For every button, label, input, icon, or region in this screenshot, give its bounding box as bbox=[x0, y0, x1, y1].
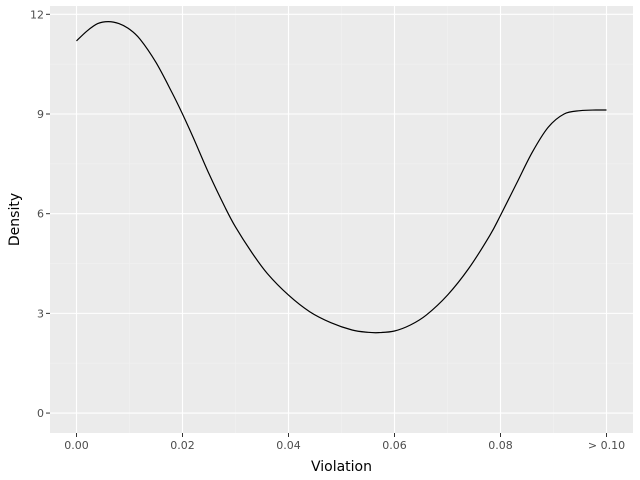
x-tick-label: 0.02 bbox=[170, 439, 195, 452]
x-axis-title: Violation bbox=[311, 459, 372, 475]
major-gridlines bbox=[50, 6, 633, 433]
y-axis-title: Density bbox=[7, 193, 23, 246]
density-curve-line bbox=[76, 21, 607, 334]
y-axis: 0 3 6 9 12 bbox=[30, 8, 50, 420]
y-tick-label: 0 bbox=[37, 407, 44, 420]
x-tick-label: > 0.10 bbox=[588, 439, 625, 452]
y-tick-label: 12 bbox=[30, 8, 44, 21]
minor-gridlines bbox=[50, 6, 633, 433]
y-tick-label: 9 bbox=[37, 108, 44, 121]
y-tick-label: 3 bbox=[37, 307, 44, 320]
y-tick-label: 6 bbox=[37, 208, 44, 221]
x-tick-label: 0.06 bbox=[382, 439, 407, 452]
x-axis: 0.00 0.02 0.04 0.06 0.08 > 0.10 bbox=[64, 433, 625, 452]
x-tick-label: 0.00 bbox=[64, 439, 89, 452]
x-tick-label: 0.04 bbox=[276, 439, 301, 452]
series-layer bbox=[76, 21, 607, 334]
x-tick-label: 0.08 bbox=[488, 439, 513, 452]
